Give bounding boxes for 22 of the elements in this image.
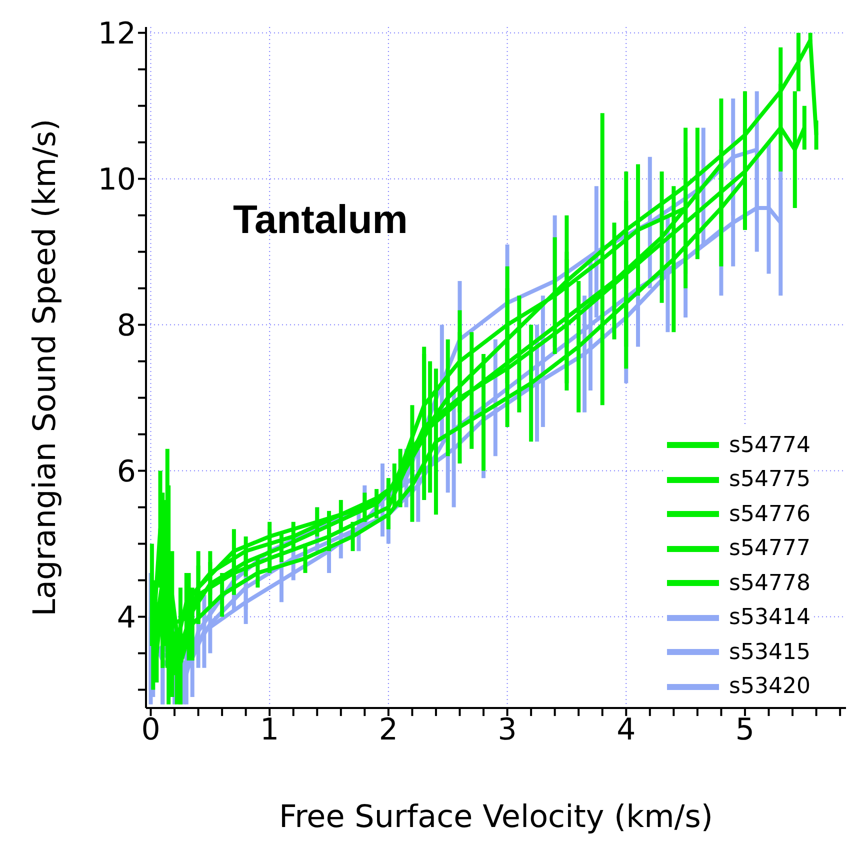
x-tick-label: 2 <box>378 712 398 748</box>
x-tick-label: 3 <box>498 712 517 748</box>
y-tick-label: 8 <box>116 308 136 344</box>
legend-label: s53415 <box>729 640 810 665</box>
y-tick-label: 6 <box>116 454 136 490</box>
legend-label: s54774 <box>729 432 810 458</box>
legend-label: s53414 <box>729 605 810 630</box>
x-tick-label: 1 <box>260 712 280 748</box>
legend-label: s53420 <box>729 674 810 700</box>
x-tick-label: 5 <box>735 712 755 748</box>
x-axis-title: Free Surface Velocity (km/s) <box>279 799 713 835</box>
x-tick-label: 0 <box>141 712 160 748</box>
legend-label: s54776 <box>729 502 810 527</box>
legend-label: s54778 <box>729 570 810 596</box>
legend-label: s54777 <box>729 536 810 562</box>
legend-label: s54775 <box>729 467 810 492</box>
y-tick-label: 12 <box>98 16 136 52</box>
x-tick-label: 4 <box>616 712 636 748</box>
text: Tantalum <box>233 198 408 243</box>
y-axis-title: Lagrangian Sound Speed (km/s) <box>27 118 64 616</box>
y-tick-label: 10 <box>98 162 136 198</box>
y-tick-label: 4 <box>116 600 136 636</box>
